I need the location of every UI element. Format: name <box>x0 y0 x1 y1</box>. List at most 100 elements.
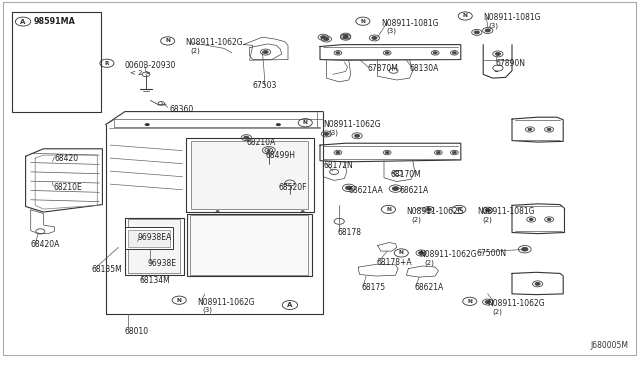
Text: 68170M: 68170M <box>390 170 421 179</box>
Circle shape <box>276 123 281 126</box>
Bar <box>18 83 95 88</box>
Circle shape <box>343 36 348 39</box>
Text: N08911-1062G: N08911-1062G <box>406 207 464 216</box>
Text: N: N <box>456 207 461 212</box>
Text: 00603-20930: 00603-20930 <box>125 61 176 70</box>
Circle shape <box>535 282 540 285</box>
Circle shape <box>452 151 456 154</box>
Text: (2): (2) <box>482 216 492 223</box>
Text: R: R <box>104 61 109 66</box>
Text: A: A <box>287 302 292 308</box>
Text: (2): (2) <box>191 48 200 54</box>
Bar <box>191 141 308 209</box>
Bar <box>125 227 173 249</box>
Text: (3): (3) <box>202 307 212 314</box>
Circle shape <box>436 151 440 154</box>
Text: (2): (2) <box>424 260 434 266</box>
Circle shape <box>485 209 490 212</box>
Text: N08911-1062G: N08911-1062G <box>186 38 243 47</box>
Circle shape <box>324 38 329 41</box>
Bar <box>128 219 180 273</box>
Text: 68420A: 68420A <box>31 240 60 249</box>
Text: (3): (3) <box>328 129 339 136</box>
Circle shape <box>263 51 268 54</box>
Text: 96938EA: 96938EA <box>138 233 172 242</box>
Text: N08911-1081G: N08911-1081G <box>381 19 438 28</box>
Circle shape <box>485 301 490 304</box>
Circle shape <box>522 247 528 251</box>
Text: (3): (3) <box>488 23 499 29</box>
Text: 68010: 68010 <box>125 327 149 336</box>
Text: < 2 >: < 2 > <box>130 70 150 76</box>
Text: N: N <box>177 298 182 303</box>
Text: J680005M: J680005M <box>591 341 628 350</box>
Bar <box>47 43 93 50</box>
Text: (2): (2) <box>493 308 502 315</box>
Bar <box>18 37 42 55</box>
Circle shape <box>485 29 490 32</box>
Bar <box>187 214 312 276</box>
Text: 67503: 67503 <box>253 81 277 90</box>
Circle shape <box>343 35 348 38</box>
Bar <box>47 35 93 42</box>
Text: 68621AA: 68621AA <box>349 186 383 195</box>
Text: N08911-1062G: N08911-1062G <box>419 250 477 259</box>
Text: (3): (3) <box>386 28 396 35</box>
Text: 68134M: 68134M <box>140 276 170 285</box>
Circle shape <box>433 52 437 54</box>
Circle shape <box>452 52 456 54</box>
Text: 67870M: 67870M <box>368 64 399 73</box>
Circle shape <box>321 36 326 39</box>
Text: N08911-1081G: N08911-1081G <box>477 207 534 216</box>
Text: 67500N: 67500N <box>477 249 507 258</box>
Circle shape <box>244 136 249 139</box>
Text: A: A <box>20 19 26 25</box>
Circle shape <box>145 123 150 126</box>
Bar <box>24 32 36 37</box>
Text: 68175: 68175 <box>362 283 386 292</box>
Circle shape <box>372 36 377 39</box>
Circle shape <box>528 128 532 131</box>
Text: 68178+A: 68178+A <box>376 258 412 267</box>
Circle shape <box>547 128 551 131</box>
Circle shape <box>301 210 305 212</box>
Circle shape <box>495 52 500 55</box>
Circle shape <box>346 186 352 190</box>
Bar <box>18 89 95 95</box>
Text: N: N <box>467 299 472 304</box>
Text: N: N <box>165 38 170 44</box>
Text: 68621A: 68621A <box>400 186 429 195</box>
Circle shape <box>268 150 270 151</box>
Text: N: N <box>463 13 468 19</box>
Text: N: N <box>360 19 365 24</box>
Text: 68420: 68420 <box>54 154 79 163</box>
Circle shape <box>336 151 340 154</box>
Circle shape <box>355 134 360 137</box>
Text: 68360: 68360 <box>170 105 194 114</box>
Circle shape <box>216 210 220 212</box>
Circle shape <box>547 218 551 221</box>
Text: N: N <box>399 250 404 256</box>
Bar <box>190 215 308 275</box>
Bar <box>18 96 95 102</box>
Text: 68135M: 68135M <box>92 265 122 274</box>
Text: N08911-1062G: N08911-1062G <box>488 299 545 308</box>
Text: 68172N: 68172N <box>323 161 353 170</box>
Text: N: N <box>303 120 308 125</box>
Circle shape <box>324 132 329 135</box>
Circle shape <box>474 31 479 34</box>
Circle shape <box>529 218 533 221</box>
Text: 68178: 68178 <box>337 228 362 237</box>
Text: 68520F: 68520F <box>278 183 307 192</box>
Text: N08911-1062G: N08911-1062G <box>197 298 255 307</box>
Circle shape <box>392 187 399 190</box>
Text: 98591MA: 98591MA <box>33 17 75 26</box>
Circle shape <box>336 52 340 54</box>
Bar <box>12 12 101 112</box>
Text: 68130A: 68130A <box>410 64 439 73</box>
Bar <box>128 230 170 247</box>
Text: 96938E: 96938E <box>147 259 176 268</box>
Text: N08911-1062G: N08911-1062G <box>323 120 381 129</box>
Circle shape <box>385 151 389 154</box>
Text: N: N <box>386 207 391 212</box>
